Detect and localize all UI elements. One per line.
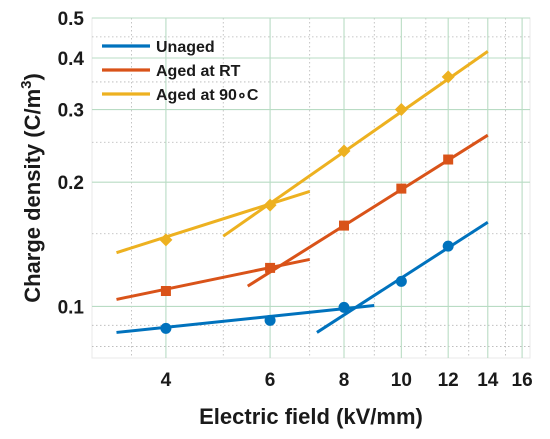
y-axis-title-superscript: 3 [18,81,35,89]
series-0-point [264,314,276,326]
y-tick-label: 0.1 [58,297,85,318]
series-1-point [339,220,350,231]
series-2-point [441,70,455,84]
series-1-point [396,183,407,194]
series-0-fit-line [116,304,375,334]
series-0-point [160,322,172,334]
legend-label-2: Aged at 90∘C [156,87,259,104]
legend: Unaged Aged at RT Aged at 90∘C [102,39,259,104]
y-tick-label: 0.4 [58,49,85,70]
series-0-point [395,275,407,287]
x-tick-label: 16 [512,370,533,391]
y-tick-label: 0.3 [58,101,84,122]
grid [92,17,530,358]
series-1-point [443,154,454,165]
y-axis-title: Charge density (C/m3) [18,73,45,303]
x-axis-title: Electric field (kV/mm) [199,404,423,429]
y-axis-title-main: Charge density (C/m [20,89,45,303]
legend-label-1: Aged at RT [156,63,241,80]
series-0-point [442,240,454,252]
y-axis-title-suffix: ) [20,73,45,80]
y-tick-label: 0.5 [58,9,85,30]
series-2-point [159,233,173,247]
series-1-point [265,262,276,273]
series-2-fit-line [116,189,311,255]
x-tick-label: 14 [477,370,499,391]
axes: 4 6 8 10 12 14 16 0.1 0.2 0.3 0.4 0.5 [58,9,533,391]
x-tick-label: 12 [438,370,459,391]
series-2-point [263,198,277,212]
series-2-point [337,144,351,158]
legend-label-0: Unaged [156,39,215,56]
series-1-point [160,285,171,296]
series-layer [116,50,489,334]
x-tick-label: 8 [339,370,350,391]
x-tick-label: 4 [161,370,172,391]
x-tick-label: 10 [391,370,412,391]
series-0-point [338,301,350,313]
series-2-point [394,103,408,117]
y-tick-label: 0.2 [58,173,84,194]
x-tick-label: 6 [265,370,276,391]
